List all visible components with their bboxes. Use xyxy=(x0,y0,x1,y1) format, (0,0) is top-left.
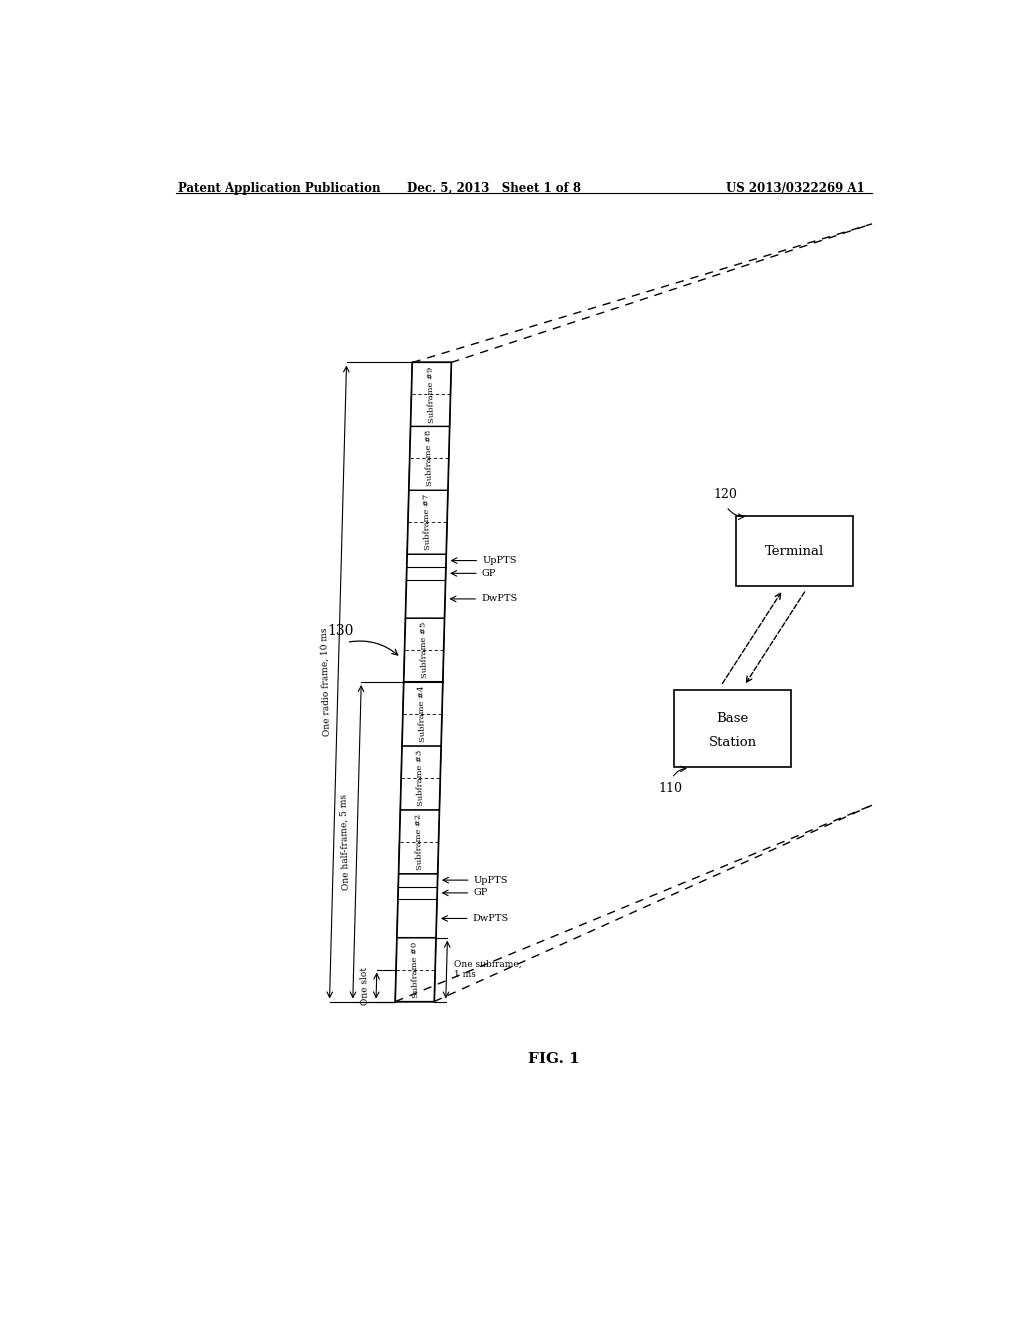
Text: Subframe #5: Subframe #5 xyxy=(420,622,429,678)
Text: UpPTS: UpPTS xyxy=(482,556,517,565)
Text: UpPTS: UpPTS xyxy=(474,875,508,884)
Text: GP: GP xyxy=(473,888,487,898)
Text: Subframe #8: Subframe #8 xyxy=(425,430,434,487)
Polygon shape xyxy=(403,618,444,682)
Text: One subframe,
1 ms: One subframe, 1 ms xyxy=(455,960,522,979)
Polygon shape xyxy=(398,810,439,874)
Text: 110: 110 xyxy=(658,781,683,795)
Polygon shape xyxy=(406,554,446,618)
Bar xyxy=(736,516,853,586)
Polygon shape xyxy=(411,363,452,426)
Text: Dec. 5, 2013   Sheet 1 of 8: Dec. 5, 2013 Sheet 1 of 8 xyxy=(407,182,581,194)
Text: 120: 120 xyxy=(713,488,737,502)
Text: One slot: One slot xyxy=(360,966,371,1005)
Text: Subframe #2: Subframe #2 xyxy=(415,813,424,870)
Polygon shape xyxy=(397,874,437,937)
Text: Subframe #4: Subframe #4 xyxy=(418,685,427,742)
Text: Base: Base xyxy=(717,713,749,726)
Text: US 2013/0322269 A1: US 2013/0322269 A1 xyxy=(726,182,864,194)
Text: Subframe #0: Subframe #0 xyxy=(411,941,420,998)
Polygon shape xyxy=(402,682,442,746)
Text: Subframe #9: Subframe #9 xyxy=(426,366,435,422)
Polygon shape xyxy=(409,426,450,490)
Text: Subframe #3: Subframe #3 xyxy=(416,750,425,807)
Text: Subframe #7: Subframe #7 xyxy=(423,494,432,550)
Text: DwPTS: DwPTS xyxy=(473,913,509,923)
Polygon shape xyxy=(400,746,441,810)
Text: One half-frame, 5 ms: One half-frame, 5 ms xyxy=(339,793,351,890)
Text: 130: 130 xyxy=(328,624,353,639)
Polygon shape xyxy=(395,937,436,1002)
Polygon shape xyxy=(408,490,447,554)
Text: GP: GP xyxy=(482,569,497,578)
Text: Terminal: Terminal xyxy=(765,545,824,557)
Text: Station: Station xyxy=(709,735,757,748)
Polygon shape xyxy=(395,363,452,1002)
Text: One radio frame, 10 ms: One radio frame, 10 ms xyxy=(319,627,332,737)
Text: DwPTS: DwPTS xyxy=(481,594,517,603)
Text: FIG. 1: FIG. 1 xyxy=(528,1052,581,1067)
Text: Patent Application Publication: Patent Application Publication xyxy=(178,182,381,194)
Bar xyxy=(675,689,791,767)
